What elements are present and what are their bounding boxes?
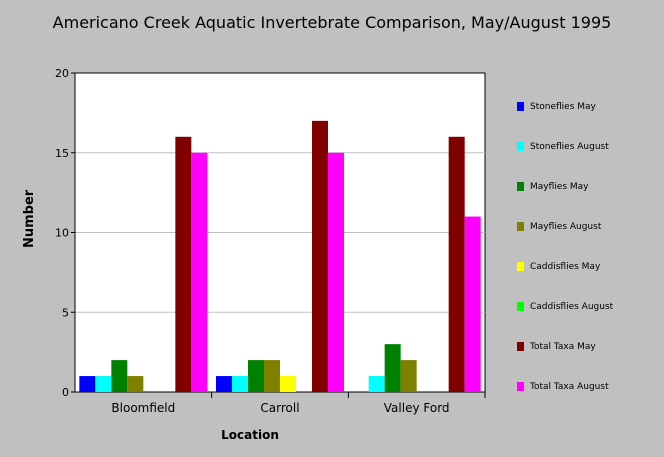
bar-stoneflies-may [79,376,96,392]
bar-total-taxa-may [175,136,192,392]
bar-caddisflies-may [280,376,296,392]
bar-total-taxa-may [312,120,328,392]
legend-swatch [517,182,524,191]
bar-mayflies-may [248,360,264,392]
bar-mayflies-august [264,360,280,392]
legend-label: Total Taxa May [530,342,596,352]
x-axis-label: Location [221,428,279,442]
y-tick-label: 0 [62,386,69,399]
bar-total-taxa-august [464,216,481,392]
x-tick-label: Carroll [260,401,299,415]
y-tick-label: 15 [55,147,69,160]
y-tick-label: 20 [55,67,69,80]
legend-label: Stoneflies August [530,142,609,152]
x-tick-label: Valley Ford [384,401,450,415]
legend-label: Mayflies August [530,222,602,232]
y-axis-label: Number [22,189,37,248]
legend-swatch [517,342,524,351]
bar-stoneflies-may [216,376,232,392]
legend-swatch [517,142,524,151]
legend-label: Caddisflies August [530,302,614,312]
legend-label: Mayflies May [530,182,589,192]
bar-mayflies-may [111,360,128,392]
bar-mayflies-august [400,360,417,392]
bar-mayflies-may [384,344,401,392]
legend-label: Caddisflies May [530,262,601,272]
bar-stoneflies-august [95,376,112,392]
legend-swatch [517,102,524,111]
legend-swatch [517,262,524,271]
bar-total-taxa-may [448,136,465,392]
legend-swatch [517,382,524,391]
bar-mayflies-august [127,376,144,392]
bar-total-taxa-august [328,152,344,392]
bar-stoneflies-august [368,376,385,392]
chart-title: Americano Creek Aquatic Invertebrate Com… [52,13,612,32]
legend-label: Stoneflies May [530,102,596,112]
legend-swatch [517,222,524,231]
bar-total-taxa-august [191,152,208,392]
legend-swatch [517,302,524,311]
y-tick-label: 10 [55,227,69,240]
bar-stoneflies-august [232,376,248,392]
x-tick-label: Bloomfield [111,401,175,415]
legend-label: Total Taxa August [530,382,609,392]
y-tick-label: 5 [62,306,69,319]
